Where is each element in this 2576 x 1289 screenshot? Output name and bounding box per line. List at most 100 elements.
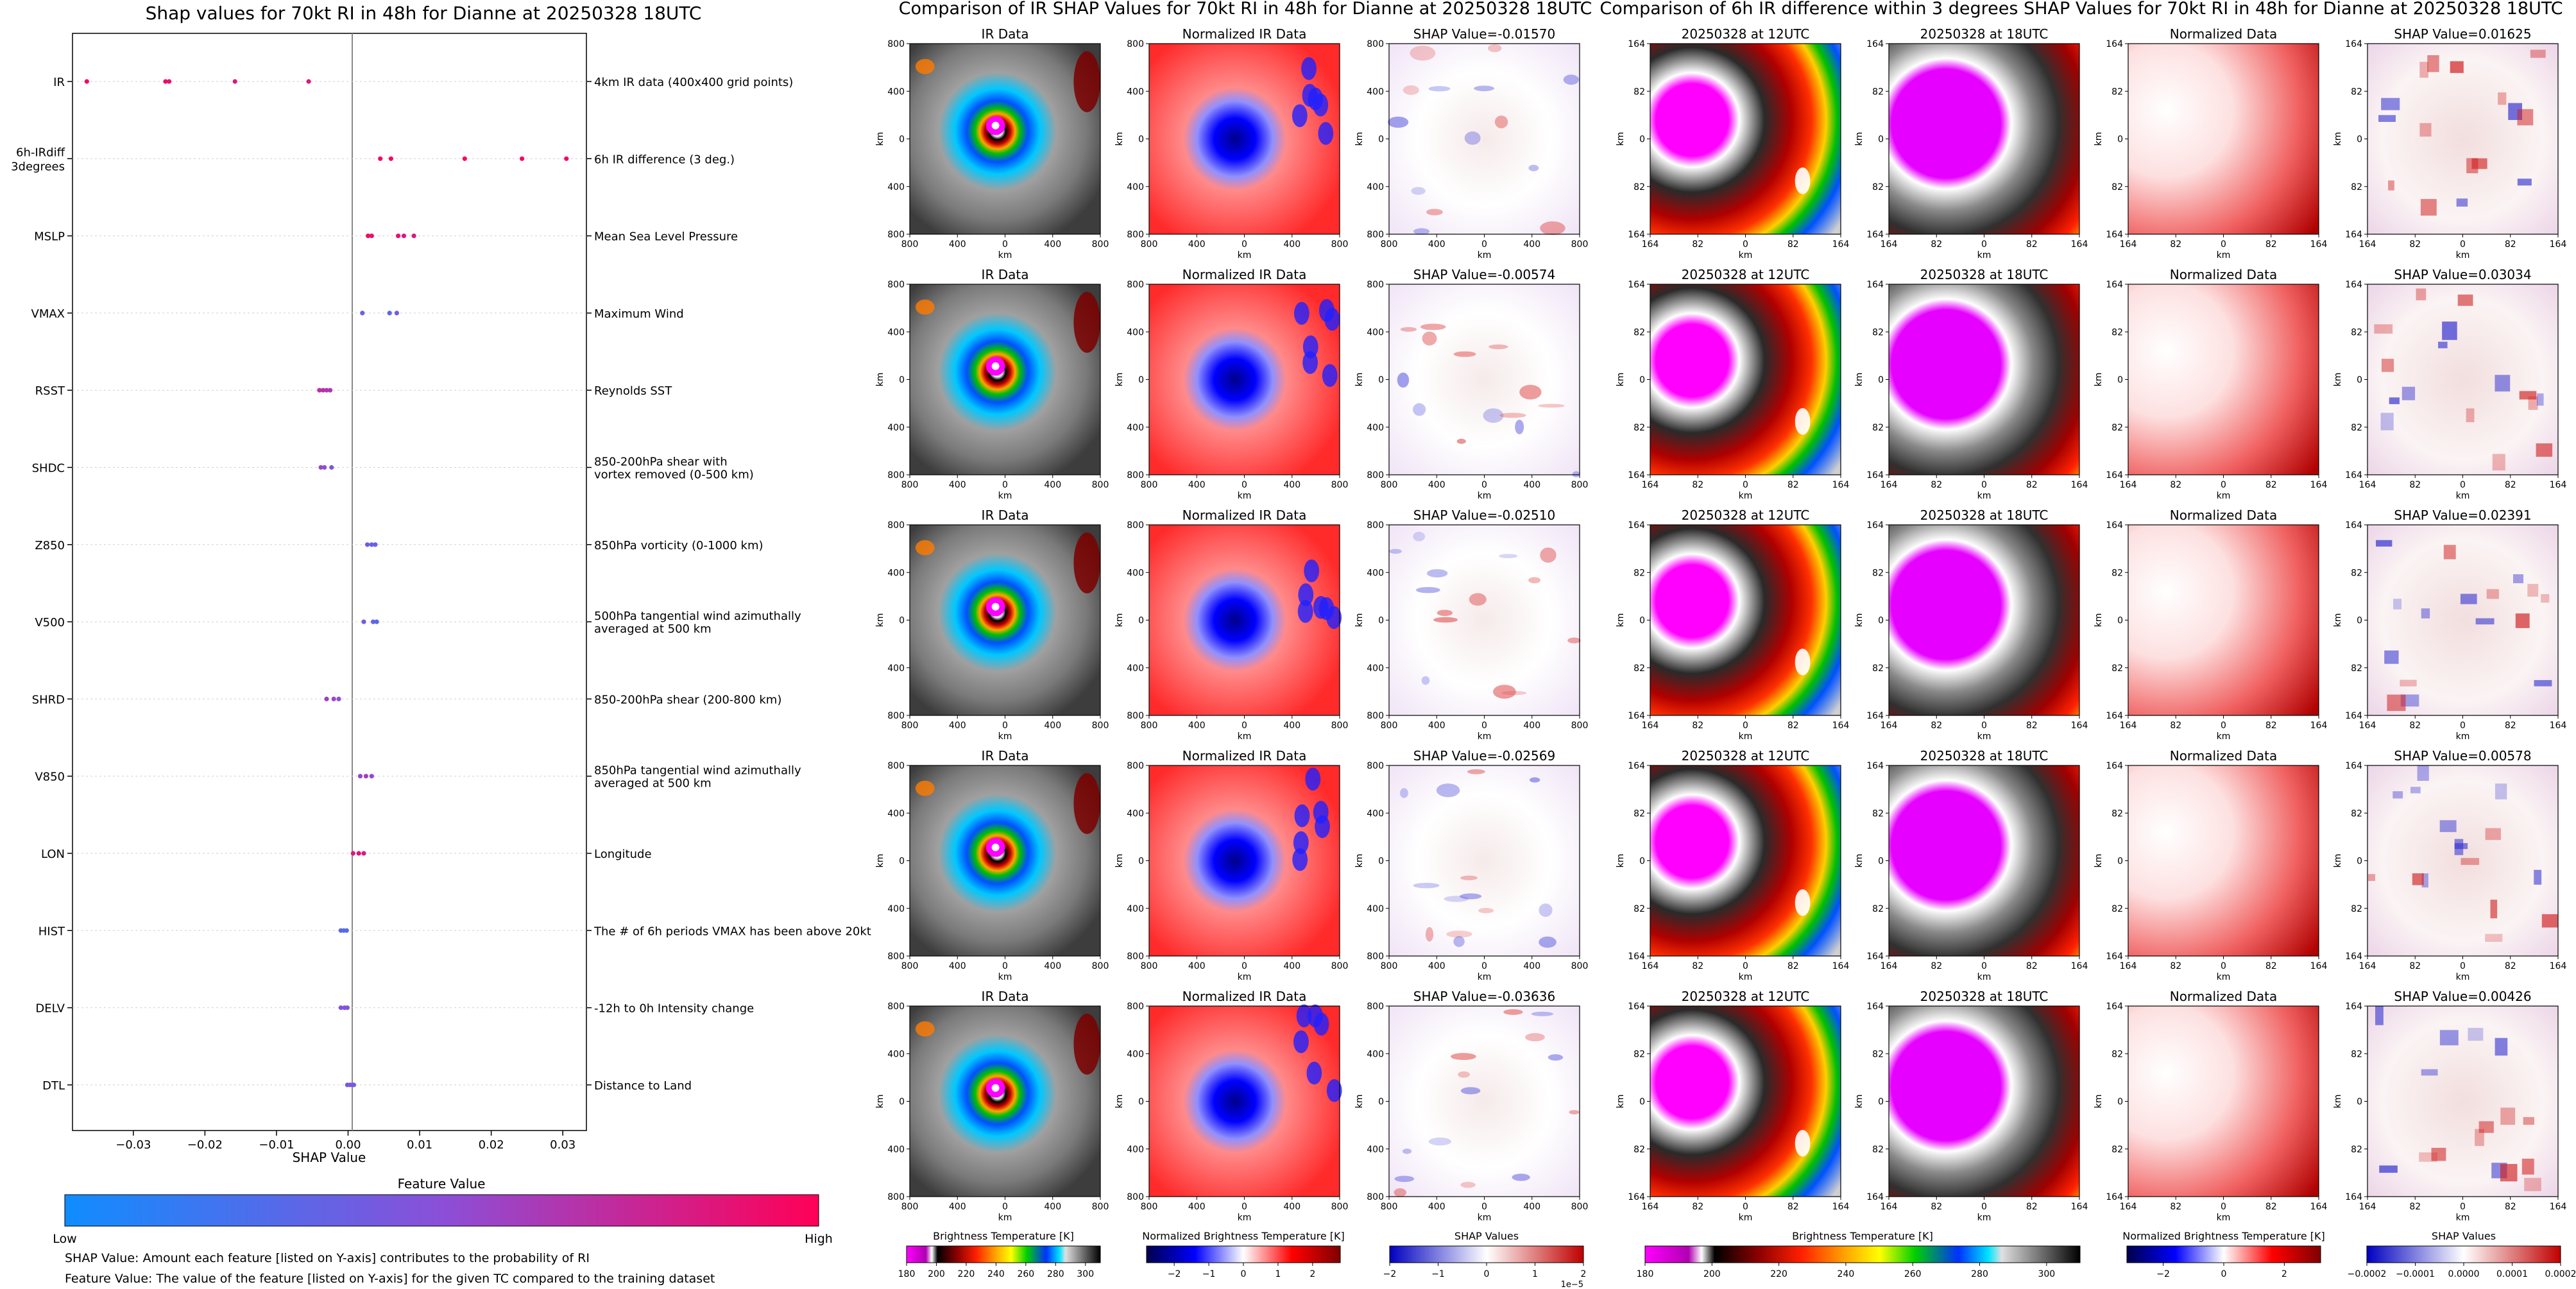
ytick-label: 82 xyxy=(1872,182,1884,192)
summary-plot-frame xyxy=(72,33,587,1131)
texture-blob xyxy=(2393,599,2402,610)
xtick-label: 800 xyxy=(1141,1202,1158,1212)
shap-point xyxy=(369,542,374,547)
xtick-label: 164 xyxy=(1832,1202,1850,1212)
ytick-label: 400 xyxy=(887,182,905,192)
xtick-label: 0 xyxy=(2221,961,2226,971)
xtick-label: 800 xyxy=(1092,480,1109,490)
texture-blob xyxy=(2478,1121,2494,1133)
texture-blob xyxy=(2524,1177,2541,1191)
xtick-label: 800 xyxy=(1092,961,1109,971)
subplot-title: Normalized IR Data xyxy=(1182,26,1307,42)
xtick-label: 164 xyxy=(1881,480,1898,490)
texture-blob xyxy=(1572,471,1580,478)
texture-blob xyxy=(2495,375,2511,392)
texture-blob xyxy=(1294,804,1310,828)
xtick-label: 164 xyxy=(2120,1202,2137,1212)
texture-blob xyxy=(1428,1137,1451,1146)
texture-blob xyxy=(2412,873,2424,885)
colorbar-title: Feature Value xyxy=(398,1176,486,1191)
xtick-label: 164 xyxy=(2120,480,2137,490)
ytick-label: 400 xyxy=(887,1145,905,1155)
texture-blob xyxy=(1073,532,1100,593)
texture-blob xyxy=(2421,1069,2438,1076)
colorbar-tick-label: −2 xyxy=(1168,1269,1181,1279)
colorbar xyxy=(1389,1245,1584,1263)
colorbar-tick-label: 220 xyxy=(958,1269,975,1279)
heatmap-image xyxy=(1389,44,1580,234)
texture-blob xyxy=(2439,820,2457,832)
ytick-label: 82 xyxy=(1872,568,1884,578)
xtick-label: 0 xyxy=(2460,961,2466,971)
texture-blob xyxy=(1460,1087,1481,1095)
subplot-title: 20250328 at 18UTC xyxy=(1920,748,2049,764)
heatmap-image xyxy=(910,44,1100,234)
ytick-label: 164 xyxy=(1628,520,1645,531)
texture-blob xyxy=(1539,903,1553,917)
heatmap-image xyxy=(2128,284,2319,475)
ytick-label: 82 xyxy=(2111,904,2123,914)
xtick-label: 400 xyxy=(1283,961,1301,971)
shap-point xyxy=(363,774,369,779)
texture-blob xyxy=(1293,1030,1309,1054)
ytick-label: 164 xyxy=(1628,39,1645,49)
xtick-label: 400 xyxy=(1044,1202,1061,1212)
texture-blob xyxy=(1301,57,1317,80)
axis-ylabel: km xyxy=(2094,373,2104,387)
ytick-label: 82 xyxy=(1872,808,1884,819)
feature-description: 850hPa tangential wind azimuthally xyxy=(594,764,801,778)
shap-point xyxy=(318,465,323,470)
ytick-label: 0 xyxy=(2357,135,2362,145)
xtick-label: 164 xyxy=(2310,721,2328,731)
note-feature-value: Feature Value: The value of the feature … xyxy=(65,1272,715,1286)
texture-blob xyxy=(2388,180,2394,191)
feature-description: Reynolds SST xyxy=(594,384,672,398)
feature-description: 850-200hPa shear (200-800 km) xyxy=(594,693,781,706)
ytick-label: 82 xyxy=(2351,1145,2362,1155)
xtick-label: 800 xyxy=(1571,480,1589,490)
texture-blob xyxy=(991,602,1000,611)
xtick-label: 82 xyxy=(1692,480,1703,490)
heatmap-image xyxy=(910,525,1100,715)
xtick-label: 82 xyxy=(2505,480,2516,490)
xtick-label: 164 xyxy=(2359,721,2376,731)
ytick-label: 82 xyxy=(1872,1145,1884,1155)
ytick-label: 800 xyxy=(887,230,905,240)
xtick-label: 82 xyxy=(2170,721,2181,731)
feature-label: MSLP xyxy=(34,230,65,244)
ytick-label: 800 xyxy=(1127,230,1144,240)
colorbar-tick-label: 1 xyxy=(1532,1269,1538,1279)
xtick-label: 164 xyxy=(1642,961,1659,971)
texture-blob xyxy=(1292,104,1308,128)
ytick-label: 400 xyxy=(887,327,905,337)
texture-blob xyxy=(2500,1107,2516,1125)
ytick-label: 82 xyxy=(1633,904,1645,914)
colorbar-high-label: High xyxy=(805,1232,833,1246)
ytick-label: 800 xyxy=(887,1192,905,1202)
texture-blob xyxy=(1499,554,1518,559)
axis-xlabel: km xyxy=(1977,731,1992,742)
axis-xlabel: km xyxy=(1478,1213,1492,1223)
subplot-title: Normalized Data xyxy=(2170,26,2278,42)
xtick-label: 800 xyxy=(901,721,919,731)
texture-blob xyxy=(1493,685,1516,699)
xtick-label: 0 xyxy=(1241,239,1247,250)
xtick-label: 164 xyxy=(1881,1202,1898,1212)
xtick-label: 800 xyxy=(1571,239,1589,250)
texture-blob xyxy=(2515,613,2530,628)
axis-ylabel: km xyxy=(1354,1095,1365,1109)
subplot-title: SHAP Value=0.01625 xyxy=(2394,26,2531,42)
texture-blob xyxy=(1413,531,1426,542)
subplot-title: 20250328 at 12UTC xyxy=(1682,267,1810,282)
xtick-label: 800 xyxy=(901,480,919,490)
ytick-label: 0 xyxy=(2357,375,2362,386)
ytick-label: 400 xyxy=(887,1049,905,1059)
texture-blob xyxy=(1569,1110,1580,1114)
ytick-label: 82 xyxy=(2111,808,2123,819)
ytick-label: 0 xyxy=(1378,857,1384,867)
heatmap-image xyxy=(1889,1006,2079,1197)
xtick-label: 82 xyxy=(2265,480,2277,490)
subplot-title: IR Data xyxy=(982,748,1029,764)
xtick-label: 82 xyxy=(2170,961,2181,971)
ytick-label: 800 xyxy=(1127,1192,1144,1202)
